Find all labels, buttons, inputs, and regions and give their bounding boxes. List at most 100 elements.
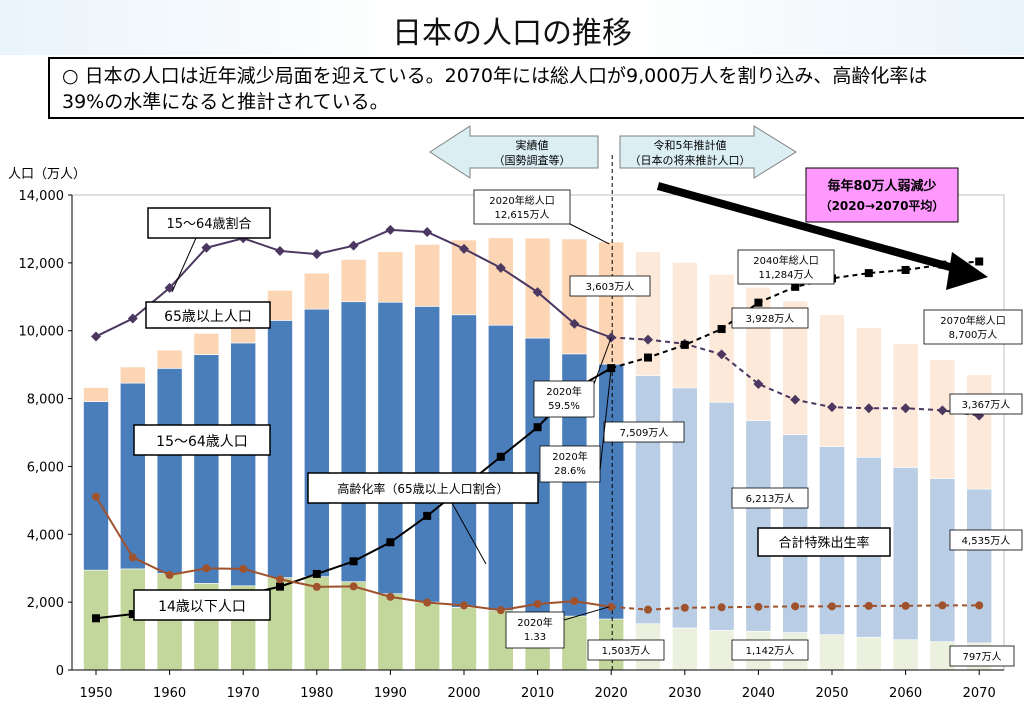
total-2020-note-text: 12,615万人 bbox=[495, 209, 550, 221]
fertility-line-point bbox=[791, 602, 800, 611]
decline-arrow-head bbox=[946, 252, 988, 290]
bar-age65 bbox=[377, 251, 404, 303]
bar-age0-14 bbox=[819, 634, 845, 671]
bar-age65 bbox=[708, 273, 735, 403]
bar-age0-14 bbox=[377, 593, 404, 671]
ratio-2020-leader bbox=[593, 337, 612, 385]
bar-age0-14 bbox=[855, 636, 882, 671]
x-tick-label: 2050 bbox=[815, 686, 848, 701]
x-tick-label: 1990 bbox=[374, 686, 407, 701]
page-title: 日本の人口の推移 bbox=[392, 16, 632, 51]
fertility-line-point bbox=[533, 599, 542, 608]
fertility-line-point bbox=[607, 602, 616, 611]
y-tick-label: 12,000 bbox=[19, 257, 65, 272]
period-projected-label-2: （日本の将来推計人口） bbox=[630, 153, 751, 167]
aging-rate-label: 高齢化率（65歳以上人口割合） bbox=[337, 481, 508, 496]
age15-64-2020-note-text: 7,509万人 bbox=[620, 427, 669, 439]
bar-age65 bbox=[671, 262, 698, 389]
fertility-line-point bbox=[386, 592, 395, 601]
bar-age0-14 bbox=[340, 581, 367, 671]
bar-age65 bbox=[414, 244, 441, 307]
x-tick-label: 2020 bbox=[595, 686, 628, 701]
total-2040-note-text: 11,284万人 bbox=[759, 269, 814, 281]
aging-rate-line-point bbox=[533, 423, 542, 432]
x-tick-label: 2000 bbox=[447, 686, 480, 701]
age15-64-2040-note-box bbox=[731, 487, 809, 509]
bar-age65 bbox=[156, 349, 183, 369]
bar-age65 bbox=[83, 387, 109, 402]
title-band bbox=[0, 0, 1024, 55]
working-ratio-line-point bbox=[459, 243, 469, 254]
age0-14-2070-note-text: 797万人 bbox=[962, 651, 1001, 663]
bar-age15-64 bbox=[120, 382, 146, 570]
aging-2020-leader bbox=[599, 368, 612, 471]
x-tick-label: 1950 bbox=[79, 686, 112, 701]
aging-rate-line-point bbox=[276, 582, 284, 591]
bar-age65 bbox=[598, 241, 625, 365]
age0-14-label: 14歳以下人口 bbox=[158, 599, 246, 615]
aging-rate-line-point bbox=[864, 269, 873, 278]
aging-rate-line-point bbox=[901, 265, 910, 274]
bar-age65 bbox=[745, 286, 772, 421]
working-ratio-line-point bbox=[643, 334, 653, 345]
y-tick-label: 2,000 bbox=[27, 596, 64, 611]
age15-64-label-box bbox=[133, 424, 271, 456]
total-2070-note-box bbox=[923, 309, 1023, 345]
bar-age15-64 bbox=[340, 301, 367, 582]
age65-label-box bbox=[145, 301, 271, 329]
tfr-2020-leader bbox=[563, 606, 610, 621]
period-arrow-actual bbox=[429, 125, 599, 179]
y-tick-label: 10,000 bbox=[19, 325, 65, 340]
fertility-line-point bbox=[680, 603, 689, 612]
age65-2070-note-box bbox=[949, 393, 1023, 415]
age0-14-2040-note-box bbox=[731, 639, 809, 661]
period-arrow-projected bbox=[619, 125, 797, 179]
bar-age65 bbox=[929, 359, 956, 479]
y-tick-label: 6,000 bbox=[27, 460, 64, 475]
fertility-line-point bbox=[92, 492, 100, 501]
age0-14-2070-note-box bbox=[949, 645, 1015, 667]
fertility-line-point bbox=[717, 603, 726, 612]
summary-box: ○ 日本の人口は近年減少局面を迎えている。2070年には総人口が9,000万人を… bbox=[48, 57, 1024, 119]
age65-2020-note-text: 3,603万人 bbox=[586, 281, 635, 293]
y-tick-label: 0 bbox=[56, 664, 64, 679]
fertility-line-point bbox=[975, 601, 984, 610]
bar-age0-14 bbox=[451, 607, 477, 671]
total-2020-note-text: 2020年総人口 bbox=[489, 194, 554, 207]
bar-age15-64 bbox=[267, 320, 293, 578]
bar-age65 bbox=[193, 333, 220, 355]
age0-14-label-box bbox=[133, 589, 271, 621]
bar-age0-14 bbox=[414, 601, 441, 671]
x-tick-label: 2070 bbox=[963, 686, 996, 701]
total-2070-note-text: 2070年総人口 bbox=[940, 314, 1005, 327]
bar-age15-64 bbox=[635, 375, 661, 625]
aging-rate-line-point bbox=[680, 340, 689, 349]
working-ratio-label: 15～64歳割合 bbox=[166, 216, 251, 232]
fertility-line-point bbox=[349, 582, 358, 591]
aging-rate-line-point bbox=[312, 569, 321, 578]
y-tick-label: 14,000 bbox=[19, 189, 65, 204]
fertility-line-point bbox=[828, 602, 836, 611]
fertility-line-point bbox=[202, 564, 211, 573]
aging-rate-line-point bbox=[386, 538, 395, 547]
working-ratio-line-point bbox=[827, 402, 837, 413]
bar-age65 bbox=[303, 272, 330, 310]
working-ratio-line-point bbox=[790, 394, 801, 405]
summary-line-2: 39%の水準になると推計されている。 bbox=[62, 91, 389, 113]
working-ratio-line-point bbox=[164, 282, 175, 293]
working-ratio-line-point bbox=[311, 249, 322, 260]
bar-age15-64 bbox=[414, 306, 441, 603]
working-ratio-line-point bbox=[91, 331, 101, 342]
decline-arrow-shaft bbox=[656, 182, 970, 276]
age65-2070-note-text: 3,367万人 bbox=[962, 399, 1011, 411]
bar-age65 bbox=[561, 238, 588, 355]
bar-age15-64 bbox=[193, 354, 220, 584]
bar-age15-64 bbox=[487, 324, 514, 611]
fertility-line-point bbox=[754, 602, 763, 611]
bar-age15-64 bbox=[892, 467, 919, 641]
decline-callout-box bbox=[805, 167, 959, 223]
working-ratio-line-point bbox=[753, 378, 764, 389]
x-tick-label: 2060 bbox=[889, 686, 922, 701]
bar-age65 bbox=[487, 237, 514, 326]
fertility-line-point bbox=[128, 553, 137, 562]
